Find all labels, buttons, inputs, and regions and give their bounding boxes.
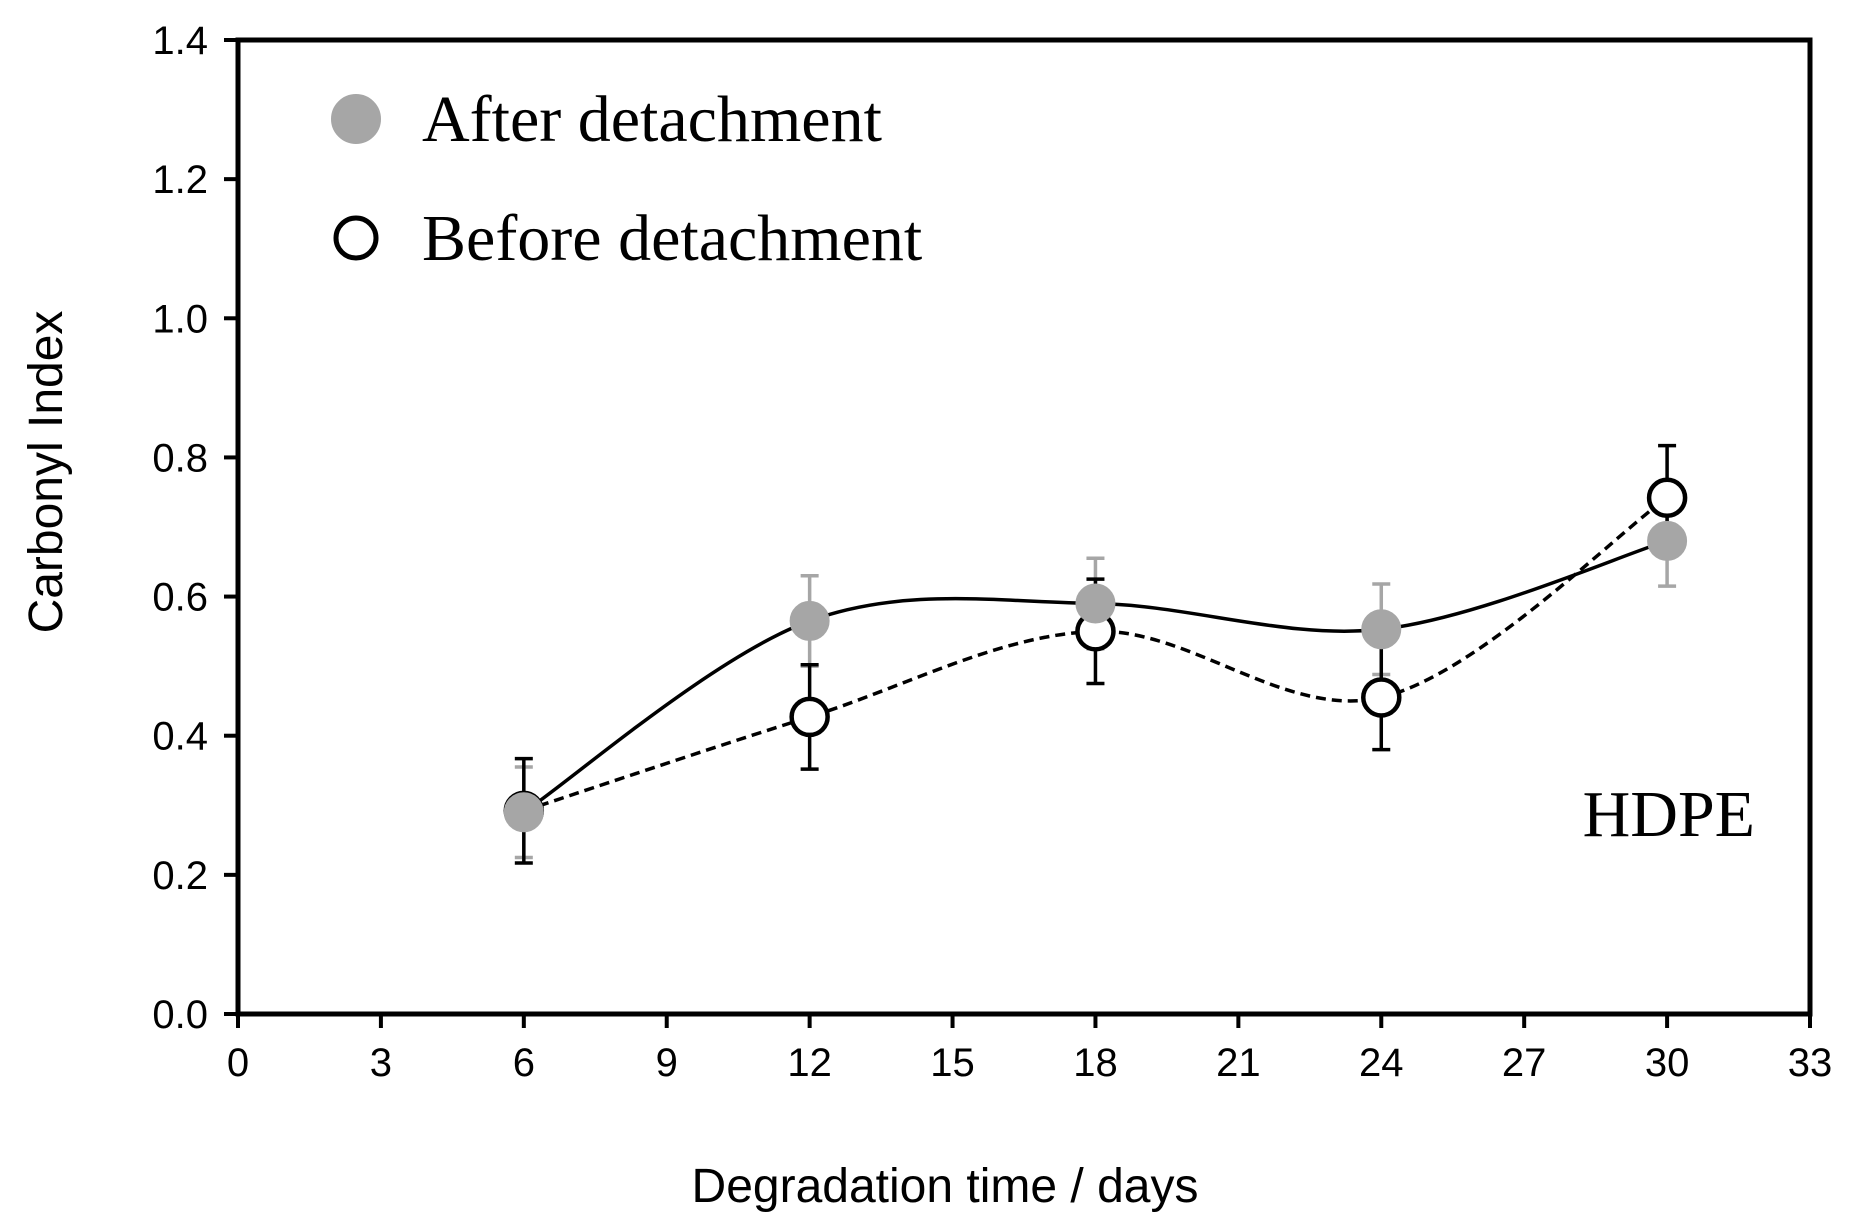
y-tick-label: 1.4 [152,19,208,63]
data-point-before [1361,677,1402,718]
y-tick-label: 0.2 [152,854,208,898]
data-point-after [503,792,544,833]
data-point-after [1361,609,1402,650]
data-point-after [1075,583,1116,624]
plot-area [503,443,1688,865]
axes: 0 3 6 9 12 15 18 21 24 27 30 33 0.0 0.2 0.4 0.6 0.8 1.0 1.… [152,19,1832,1085]
y-tick-label: 0.8 [152,436,208,480]
x-tick-label: 24 [1359,1041,1404,1085]
y-tick-label: 0.0 [152,993,208,1037]
y-tick-label: 1.0 [152,297,208,341]
data-point-after [1647,520,1688,561]
legend-marker-after [331,94,381,144]
legend-marker-before [333,215,379,261]
x-axis-title: Degradation time / days [692,1160,1199,1213]
x-tick-label: 6 [513,1041,535,1085]
plot-frame [235,37,1813,1017]
x-tick-label: 27 [1502,1041,1547,1085]
y-tick-label: 0.4 [152,715,208,759]
data-point-before [1646,477,1688,519]
y-tick-label: 1.2 [152,158,208,202]
legend-label-after: After detachment [422,83,882,156]
y-axis-title: Carbonyl Index [20,311,73,634]
x-tick-label: 3 [370,1041,392,1085]
x-tick-label: 9 [656,1041,678,1085]
x-tick-label: 33 [1788,1041,1833,1085]
annotation-hdpe: HDPE [1583,778,1755,851]
y-tick-label: 0.6 [152,576,208,620]
data-point-after [789,600,830,641]
x-tick-label: 30 [1645,1041,1690,1085]
x-tick-label: 21 [1216,1041,1261,1085]
legend: After detachment Before detachment [331,83,922,275]
x-tick-label: 0 [227,1041,249,1085]
x-tick-label: 15 [930,1041,975,1085]
legend-label-before: Before detachment [422,202,922,275]
data-point-before [789,696,830,738]
x-tick-label: 12 [787,1041,832,1085]
x-tick-label: 18 [1073,1041,1118,1085]
